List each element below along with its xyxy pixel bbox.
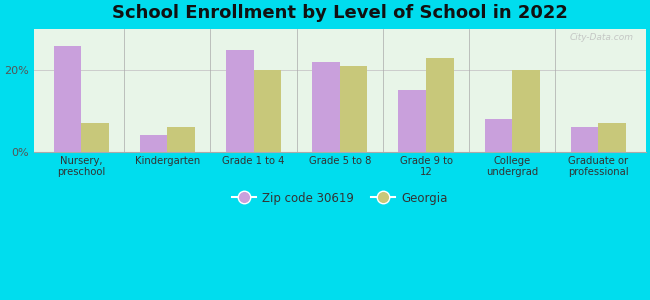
Bar: [168, 127, 195, 152]
Bar: [571, 127, 599, 152]
Bar: [53, 46, 81, 152]
Legend: Zip code 30619, Georgia: Zip code 30619, Georgia: [227, 187, 452, 209]
Bar: [512, 70, 540, 152]
Title: School Enrollment by Level of School in 2022: School Enrollment by Level of School in …: [112, 4, 567, 22]
Bar: [226, 50, 254, 152]
Bar: [254, 70, 281, 152]
Bar: [312, 62, 340, 152]
Text: City-Data.com: City-Data.com: [569, 33, 634, 42]
Bar: [485, 119, 512, 152]
Bar: [426, 58, 454, 152]
Bar: [599, 123, 626, 152]
Bar: [81, 123, 109, 152]
Bar: [140, 135, 168, 152]
Bar: [340, 66, 367, 152]
Bar: [398, 90, 426, 152]
